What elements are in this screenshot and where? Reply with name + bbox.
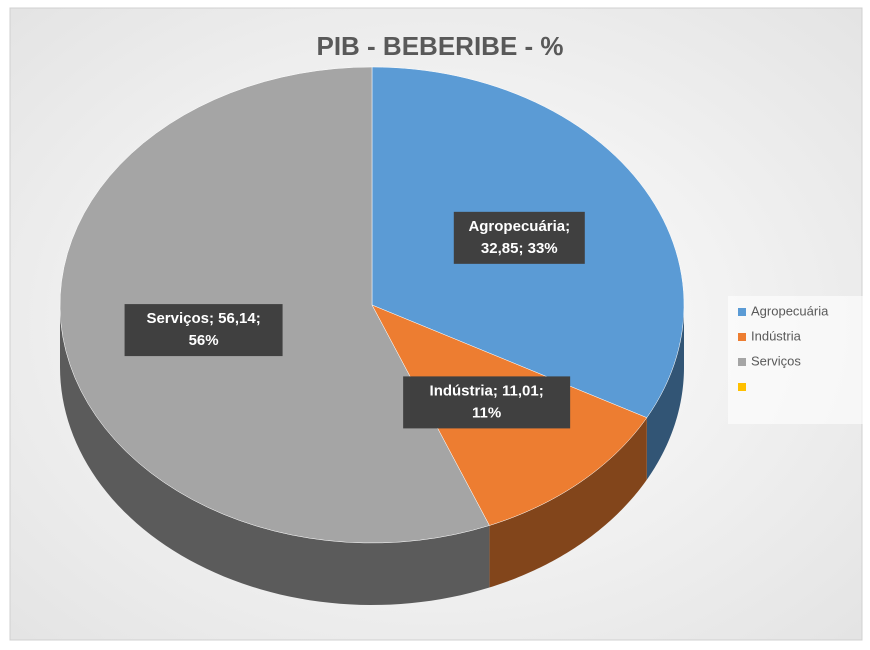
legend-swatch <box>738 358 746 366</box>
legend-label: Agropecuária <box>751 303 829 318</box>
data-label-box <box>403 376 571 429</box>
data-label: 32,85; 33% <box>481 240 558 257</box>
legend-swatch <box>738 308 746 316</box>
legend-label: Indústria <box>751 328 802 343</box>
slice-side <box>60 305 490 605</box>
data-label: Agropecuária; <box>468 218 570 235</box>
slice-side <box>489 417 647 588</box>
data-label-box <box>124 304 283 357</box>
legend-swatch <box>738 333 746 341</box>
data-label: 56% <box>189 332 219 349</box>
data-label: 11% <box>472 404 501 421</box>
legend-label: Serviços <box>751 353 801 368</box>
legend-swatch <box>738 383 746 391</box>
data-label: Serviços; 56,14; <box>146 310 260 327</box>
slice-side <box>646 305 684 480</box>
legend-box <box>728 296 866 424</box>
legend: Agropecuária Indústria Serviços <box>728 296 866 424</box>
data-label: Indústria; 11,01; <box>430 382 544 399</box>
chart-title: PIB - BEBERIBE - % <box>316 31 563 61</box>
data-label-box <box>453 211 585 264</box>
